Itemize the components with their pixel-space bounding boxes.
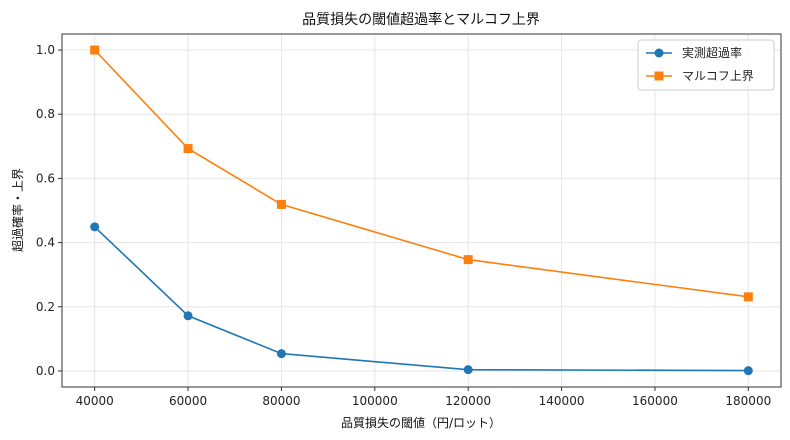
x-tick-label: 60000 xyxy=(169,394,207,408)
y-axis: 0.0 0.2 0.4 0.6 0.8 1.0 xyxy=(36,43,62,378)
legend-label: マルコフ上界 xyxy=(682,69,754,83)
data-point xyxy=(743,292,753,302)
legend-marker xyxy=(654,71,664,81)
x-axis: 40000 60000 80000 100000 120000 140000 160000 1… xyxy=(76,387,771,408)
x-tick-label: 140000 xyxy=(539,394,585,408)
series-line xyxy=(94,226,749,372)
y-tick-label: 1.0 xyxy=(36,43,55,57)
data-point xyxy=(90,222,100,232)
x-tick-label: 160000 xyxy=(632,394,678,408)
legend-item: マルコフ上界 xyxy=(646,69,754,83)
data-point xyxy=(90,45,100,55)
x-tick-label: 100000 xyxy=(352,394,398,408)
y-tick-label: 0.2 xyxy=(36,300,55,314)
plot-area xyxy=(61,33,782,388)
x-tick-label: 180000 xyxy=(725,394,771,408)
y-axis-label: 超過確率・上界 xyxy=(10,168,25,252)
data-point xyxy=(183,144,193,154)
y-tick-label: 0.0 xyxy=(36,364,55,378)
y-tick-label: 0.8 xyxy=(36,107,55,121)
series-0 xyxy=(90,222,753,376)
y-tick-label: 0.4 xyxy=(36,236,55,250)
chart-title: 品質損失の閾値超過率とマルコフ上界 xyxy=(302,11,540,28)
data-point xyxy=(276,349,286,359)
x-tick-label: 80000 xyxy=(262,394,300,408)
x-tick-label: 120000 xyxy=(445,394,491,408)
series-1 xyxy=(90,45,753,302)
data-point xyxy=(183,311,193,321)
legend-item: 実測超過率 xyxy=(646,45,742,60)
legend-label: 実測超過率 xyxy=(682,45,742,60)
data-point xyxy=(463,365,473,375)
data-point xyxy=(743,366,753,376)
legend-marker xyxy=(654,48,664,58)
data-point xyxy=(463,255,473,265)
y-tick-label: 0.6 xyxy=(36,171,55,185)
data-point xyxy=(276,199,286,209)
x-tick-label: 40000 xyxy=(76,394,114,408)
x-axis-label: 品質損失の閾値（円/ロット） xyxy=(341,415,501,430)
series-layer xyxy=(90,45,753,376)
